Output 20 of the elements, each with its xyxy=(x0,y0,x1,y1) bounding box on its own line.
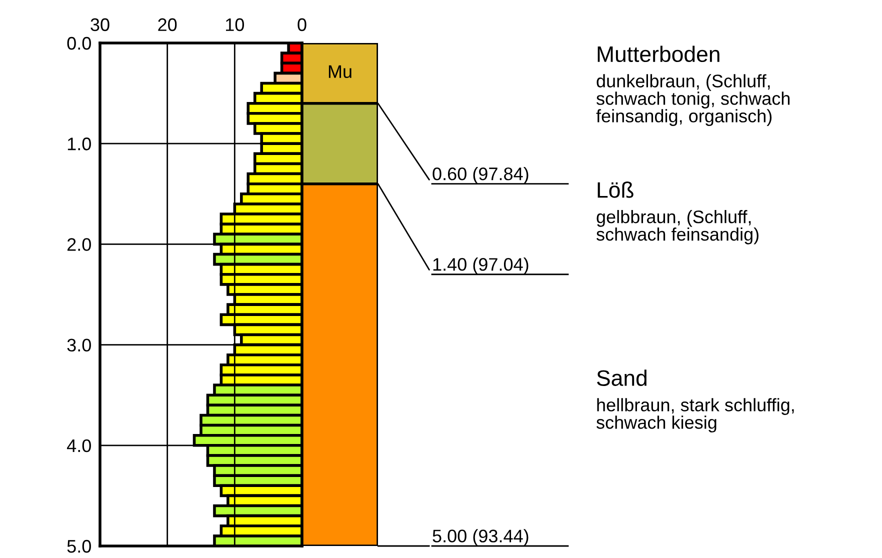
text: 1.40 (97.04) xyxy=(433,258,528,274)
x-tick-label: 0 xyxy=(298,18,306,32)
text: Mutterboden xyxy=(598,46,720,62)
text: Sand xyxy=(597,370,646,386)
y-tick-label: 5.0 xyxy=(67,540,91,553)
series-label: Mu xyxy=(328,65,352,78)
text: dunkelbraun, (Schluff, schwach tonig, schwach feinsandig, organisch) xyxy=(596,74,790,126)
x-tick-label: 20 xyxy=(158,18,177,32)
x-tick-label: 10 xyxy=(226,18,244,32)
y-tick-label: 1.0 xyxy=(68,138,91,150)
y-tick-label: 4.0 xyxy=(66,439,91,452)
text: 0.60 (97.84) xyxy=(432,167,528,184)
text: 5.00 (93.44) xyxy=(432,529,528,546)
text: gelbbraun, (Schluff, schwach feinsandig) xyxy=(596,210,758,244)
y-tick-label: 2.0 xyxy=(67,238,91,251)
y-tick-label: 3.0 xyxy=(67,338,91,352)
y-tick-label: 0.0 xyxy=(67,36,91,50)
text: hellbraun, stark schluffig, schwach kiesig xyxy=(596,398,794,432)
text: Löß xyxy=(598,182,634,198)
x-tick-label: 30 xyxy=(90,18,110,32)
